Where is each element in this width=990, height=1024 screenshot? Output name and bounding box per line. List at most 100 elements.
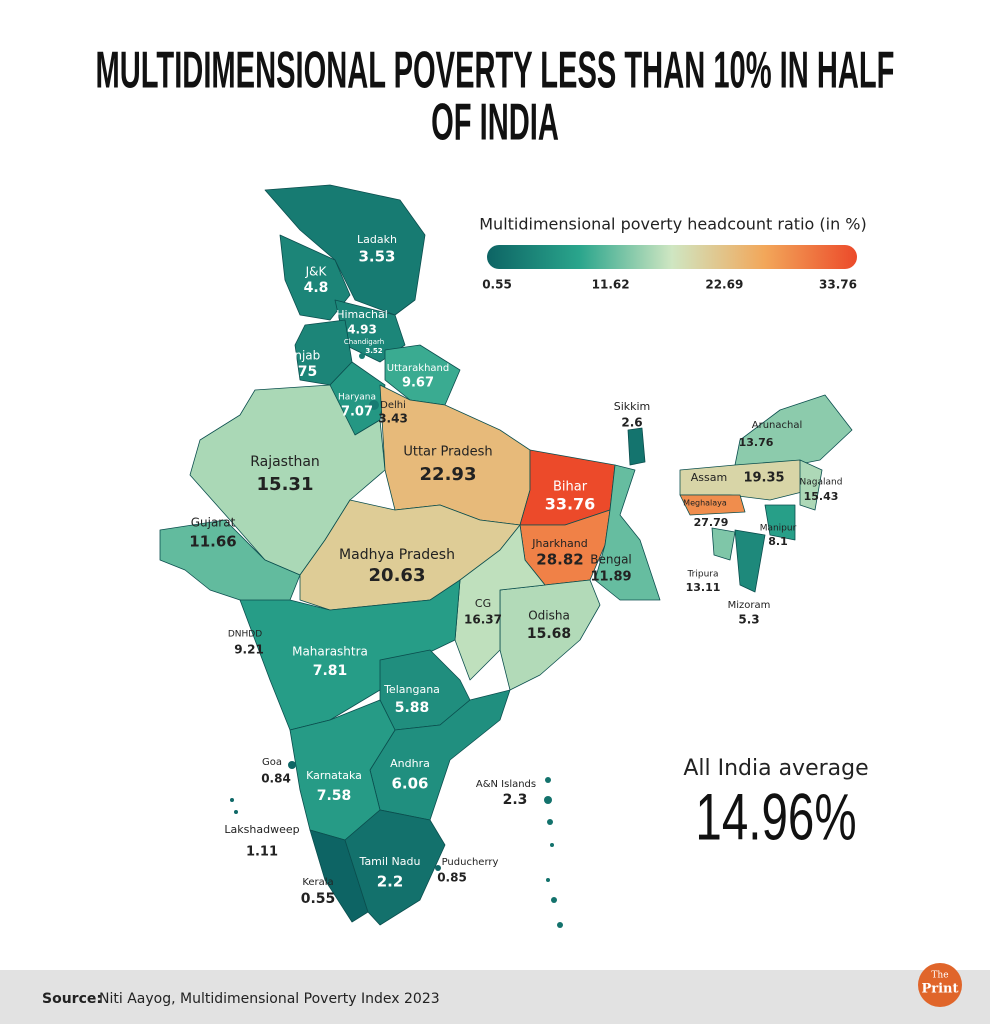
region-value: 7.07 <box>341 405 373 420</box>
region-marker <box>369 400 379 410</box>
region-value: 0.55 <box>301 891 336 907</box>
region-name: Mizoram <box>728 600 771 611</box>
region-name: Arunachal <box>752 420 803 431</box>
region-marker <box>230 798 234 802</box>
region-value: 20.63 <box>369 565 426 586</box>
region-marker <box>557 922 563 928</box>
region-name: Odisha <box>528 609 570 623</box>
region-name: Bihar <box>553 480 588 495</box>
legend-tick-label: 0.55 <box>482 278 512 292</box>
region-marker <box>551 897 557 903</box>
region-value: 7.58 <box>317 788 352 804</box>
region-value: 3.43 <box>378 412 408 426</box>
region-value: 9.21 <box>234 643 264 657</box>
region <box>711 527 736 561</box>
region-name: Andhra <box>390 757 430 770</box>
region-value: 5.3 <box>738 613 759 627</box>
title-line: MULTIDIMENSIONAL POVERTY LESS THAN 10% I… <box>96 41 895 99</box>
region <box>264 184 426 316</box>
region <box>454 524 546 681</box>
region-marker <box>234 810 238 814</box>
map-regions <box>159 184 853 928</box>
region <box>289 699 396 841</box>
region-name: Sikkim <box>614 400 651 413</box>
region-value: 9.67 <box>402 376 434 391</box>
region <box>344 809 446 926</box>
region-value: 19.35 <box>743 471 784 486</box>
region <box>309 829 369 923</box>
region-value: 4.75 <box>283 364 318 380</box>
region-value: 28.82 <box>536 551 583 569</box>
region-name: Chandigarh <box>344 338 384 346</box>
legend-tick-label: 11.62 <box>592 278 630 292</box>
region-name: Kerala <box>302 877 333 888</box>
region <box>734 529 766 593</box>
region <box>627 427 646 466</box>
region-name: Delhi <box>380 400 406 411</box>
region <box>279 234 351 321</box>
region-value: 8.1 <box>768 535 788 548</box>
map-labels: Ladakh3.53J&K4.8Himachal4.93Chandigarh3.… <box>189 233 842 907</box>
region-value: 2.3 <box>503 792 528 808</box>
region-value: 7.81 <box>313 663 348 679</box>
region <box>594 464 661 601</box>
region-name: J&K <box>305 265 328 279</box>
region-name: Meghalaya <box>683 499 727 508</box>
region-value: 15.43 <box>804 490 839 503</box>
region-marker <box>550 843 554 847</box>
average-value: 14.96% <box>695 781 856 854</box>
region-name: CG <box>475 597 491 610</box>
source-text: Niti Aayog, Multidimensional Poverty Ind… <box>99 991 440 1007</box>
region-value: 27.79 <box>694 516 729 529</box>
region-value: 5.88 <box>395 700 430 716</box>
region-name: Telangana <box>383 683 440 696</box>
legend-tick-label: 33.76 <box>819 278 857 292</box>
region-name: Uttarakhand <box>387 363 449 374</box>
region <box>764 504 796 541</box>
region-value: 13.76 <box>739 436 774 449</box>
region-name: Punjab <box>280 349 321 363</box>
region-name: Rajasthan <box>250 454 320 470</box>
region-name: Bengal <box>590 553 632 567</box>
region-name: Madhya Pradesh <box>339 547 455 563</box>
region-value: 13.11 <box>686 581 721 594</box>
title-line: OF INDIA <box>431 93 559 151</box>
region-value: 15.68 <box>527 626 571 642</box>
legend-bar <box>487 245 857 269</box>
region-name: Gujarat <box>191 516 236 530</box>
region-value: 16.37 <box>464 613 502 627</box>
region-value: 4.93 <box>347 323 377 337</box>
source-label: Source: <box>42 991 102 1007</box>
region-name: Uttar Pradesh <box>403 445 492 460</box>
region-marker <box>547 819 553 825</box>
region <box>499 579 601 691</box>
region-name: A&N Islands <box>476 779 536 790</box>
footer-bar <box>0 970 990 1024</box>
region-name: Jharkhand <box>531 537 588 550</box>
region-value: 11.66 <box>189 533 236 551</box>
region-value: 3.52 <box>365 347 382 355</box>
region <box>679 494 746 516</box>
region-name: Ladakh <box>357 233 397 246</box>
region-name: Puducherry <box>442 857 499 868</box>
logo-text: Print <box>921 982 958 997</box>
region-name: Haryana <box>338 393 376 403</box>
region-name: Tripura <box>686 570 718 580</box>
region-name: Assam <box>691 471 727 484</box>
region-name: Lakshadweep <box>224 823 299 836</box>
region <box>799 459 823 511</box>
region-value: 3.53 <box>358 248 395 266</box>
region-marker <box>435 865 441 871</box>
region-value: 2.2 <box>377 873 404 891</box>
region-value: 1.11 <box>246 845 278 860</box>
region-value: 11.89 <box>590 570 631 585</box>
region-value: 0.84 <box>261 772 291 786</box>
region-name: DNHDD <box>228 630 262 640</box>
region-name: Himachal <box>336 308 388 321</box>
region-value: 15.31 <box>257 474 314 495</box>
legend-title: Multidimensional poverty headcount ratio… <box>479 215 867 234</box>
region-value: 0.85 <box>437 871 467 885</box>
region-value: 4.8 <box>304 280 329 296</box>
region-value: 6.06 <box>391 775 428 793</box>
